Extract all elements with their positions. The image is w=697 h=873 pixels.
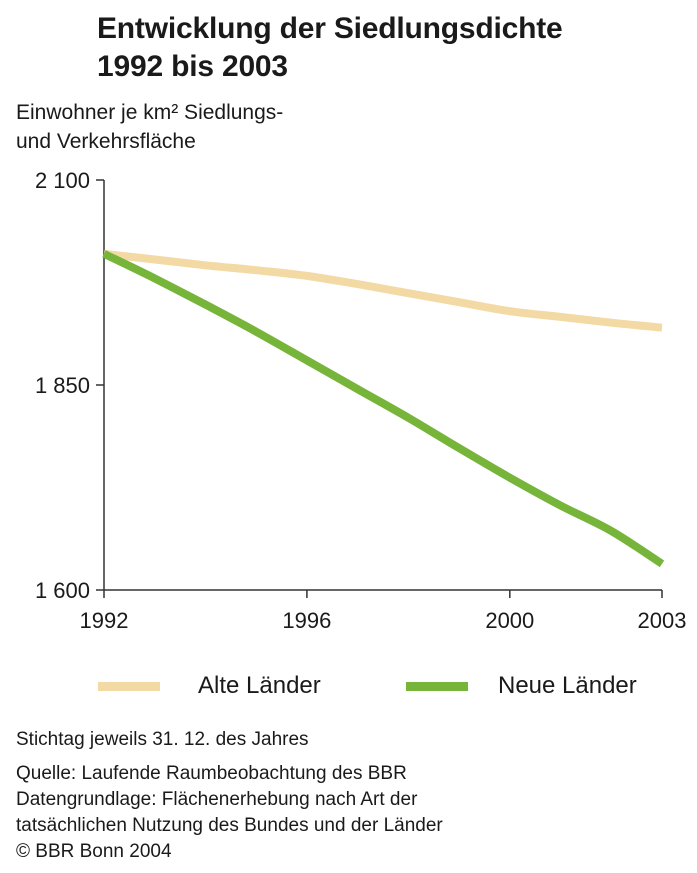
note-copyright: © BBR Bonn 2004 <box>16 841 172 862</box>
legend-item-alte-laender: Alte Länder <box>98 672 321 700</box>
chart-title-line-1: Entwicklung der Siedlungsdichte <box>97 12 563 45</box>
chart-title: Entwicklung der Siedlungsdichte 1992 bis… <box>97 10 563 86</box>
footnotes: Stichtag jeweils 31. 12. des Jahres Quel… <box>16 727 443 865</box>
y-axis-label: Einwohner je km² Siedlungs- und Verkehrs… <box>16 98 283 156</box>
chart-axes: 1 600 1 850 2 100 1992 1996 2000 2003 <box>35 168 687 633</box>
x-tick-label: 1996 <box>282 608 331 633</box>
y-tick-label: 2 100 <box>35 168 90 193</box>
note-datengrundlage-1: Datengrundlage: Flächenerhebung nach Art… <box>16 789 418 810</box>
x-tick-label: 2003 <box>638 608 687 633</box>
y-axis-label-line-2: und Verkehrsfläche <box>16 130 196 153</box>
legend-swatch-alte-laender <box>98 681 160 691</box>
legend-swatch-neue-laender <box>406 681 468 691</box>
y-axis-label-line-1: Einwohner je km² Siedlungs- <box>16 101 284 124</box>
x-tick-label: 1992 <box>80 608 129 633</box>
note-quelle: Quelle: Laufende Raumbeobachtung des BBR <box>16 763 407 784</box>
chart-title-line-2: 1992 bis 2003 <box>97 50 288 83</box>
x-tick-label: 2000 <box>485 608 534 633</box>
series-line-alte-laender <box>103 249 663 332</box>
legend-label-neue-laender: Neue Länder <box>498 672 637 699</box>
legend-label-alte-laender: Alte Länder <box>198 672 321 699</box>
series-line-neue-laender <box>102 250 665 568</box>
legend: Alte Länder Neue Länder <box>0 668 697 708</box>
y-tick-label: 1 850 <box>35 373 90 398</box>
legend-item-neue-laender: Neue Länder <box>406 672 637 700</box>
note-datengrundlage-2: tatsächlichen Nutzung des Bundes und der… <box>16 815 443 836</box>
chart-series <box>102 249 665 568</box>
y-tick-label: 1 600 <box>35 578 90 603</box>
note-stichtag: Stichtag jeweils 31. 12. des Jahres <box>16 729 309 750</box>
